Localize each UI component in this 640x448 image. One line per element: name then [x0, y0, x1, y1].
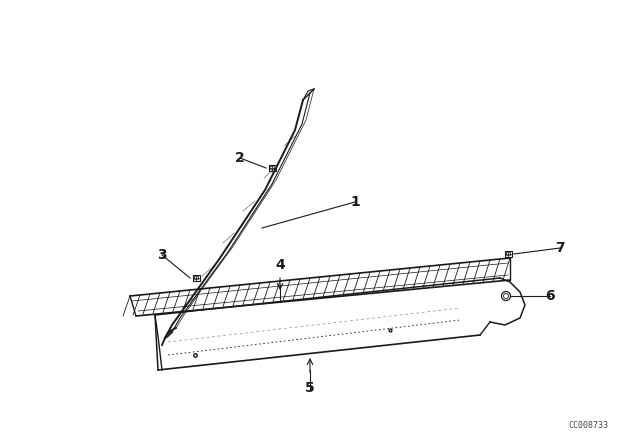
- Text: 5: 5: [305, 381, 315, 395]
- Bar: [506, 253, 509, 255]
- Bar: [504, 251, 511, 257]
- Bar: [193, 275, 200, 281]
- Text: CC008733: CC008733: [568, 421, 608, 430]
- Bar: [195, 276, 198, 280]
- Text: 1: 1: [350, 195, 360, 209]
- Bar: [269, 165, 275, 171]
- Text: 4: 4: [275, 258, 285, 272]
- Text: 7: 7: [555, 241, 565, 255]
- Text: 6: 6: [545, 289, 555, 303]
- Text: 2: 2: [235, 151, 245, 165]
- Text: 3: 3: [157, 248, 167, 262]
- Bar: [270, 167, 274, 169]
